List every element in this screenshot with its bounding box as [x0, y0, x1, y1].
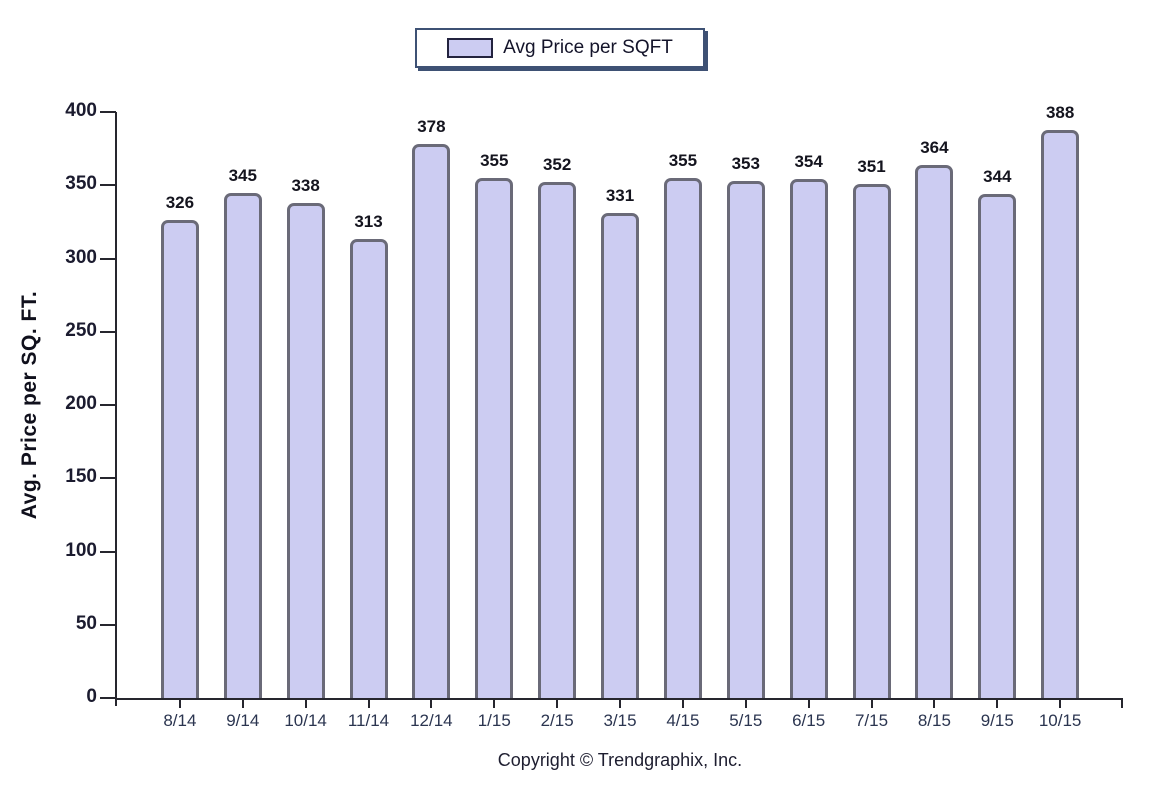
x-tick-label-9/14: 9/14 — [226, 711, 260, 730]
x-tick-label-10/14: 10/14 — [284, 711, 327, 730]
x-tick-8/14 — [178, 700, 181, 708]
legend: Avg Price per SQFT — [415, 28, 705, 68]
y-tick-100 — [100, 550, 116, 553]
x-tick-10/15 — [1059, 700, 1062, 708]
y-tick-label-100: 100 — [65, 539, 97, 561]
bar-5/15 — [726, 181, 765, 698]
x-tick-label-5/15: 5/15 — [729, 711, 763, 730]
x-tick-label-11/14: 11/14 — [347, 711, 390, 730]
y-tick-250 — [100, 330, 116, 333]
y-tick-150 — [100, 477, 116, 480]
x-tick-label-7/15: 7/15 — [854, 711, 889, 730]
y-axis-line — [115, 112, 117, 706]
x-tick-12/14 — [430, 700, 433, 708]
x-tick-label-4/15: 4/15 — [666, 711, 700, 730]
x-tick-label-2/15: 2/15 — [540, 711, 574, 730]
bar-value-label: 354 — [794, 152, 823, 171]
bar-value-label: 344 — [983, 167, 1012, 186]
bar-value-label: 378 — [417, 117, 446, 136]
bar-value-label: 313 — [354, 212, 383, 231]
bar-value-label: 338 — [291, 176, 320, 195]
y-tick-50 — [100, 623, 116, 626]
x-tick-9/14 — [241, 700, 244, 708]
bar-value-label: 353 — [731, 154, 760, 173]
x-tick-6/15 — [807, 700, 810, 708]
bar-10/14 — [286, 203, 325, 698]
bar-8/15 — [915, 165, 954, 698]
x-tick-label-1/15: 1/15 — [477, 711, 511, 730]
bar-value-label: 355 — [668, 151, 698, 170]
y-tick-label-0: 0 — [86, 686, 97, 707]
bar-value-label: 352 — [542, 155, 572, 174]
y-tick-label-250: 250 — [65, 319, 97, 341]
bar-4/15 — [663, 178, 702, 698]
bar-11/14 — [349, 239, 388, 698]
x-tick-11/14 — [367, 700, 370, 708]
bar-9/15 — [978, 194, 1017, 698]
x-tick-label-10/15: 10/15 — [1038, 711, 1082, 730]
y-axis-title: Avg. Price per SQ. FT. — [18, 290, 41, 520]
bar-7/15 — [852, 184, 891, 698]
legend-label: Avg Price per SQFT — [503, 37, 673, 58]
x-tick-1/15 — [493, 700, 496, 708]
bar-10/15 — [1041, 130, 1080, 698]
y-tick-label-400: 400 — [65, 100, 97, 121]
bar-12/14 — [412, 144, 451, 698]
bar-value-label: 364 — [920, 138, 949, 157]
y-tick-350 — [100, 184, 116, 187]
x-tick-label-3/15: 3/15 — [603, 711, 637, 730]
bar-value-label: 388 — [1045, 103, 1075, 122]
x-tick-8/15 — [933, 700, 936, 708]
bar-6/15 — [789, 179, 828, 698]
bar-value-label: 331 — [605, 186, 635, 205]
bar-value-label: 345 — [228, 166, 257, 185]
y-tick-label-300: 300 — [65, 246, 97, 268]
x-tick-2/15 — [556, 700, 559, 708]
bar-2/15 — [538, 182, 577, 698]
bar-value-label: 326 — [165, 193, 195, 212]
y-tick-300 — [100, 257, 116, 260]
bar-9/14 — [223, 193, 262, 698]
y-tick-200 — [100, 404, 116, 406]
y-tick-label-150: 150 — [65, 466, 97, 488]
bar-3/15 — [601, 213, 639, 698]
x-tick-4/15 — [681, 700, 684, 708]
y-tick-label-350: 350 — [65, 173, 97, 195]
y-tick-label-50: 50 — [75, 612, 97, 634]
x-tick-7/15 — [870, 700, 873, 708]
x-tick-9/15 — [996, 700, 999, 708]
y-tick-label-200: 200 — [65, 393, 97, 414]
x-tick-5/15 — [744, 700, 747, 708]
legend-swatch-icon — [447, 38, 494, 58]
bar-1/15 — [475, 178, 514, 698]
x-tick-10/14 — [304, 700, 307, 708]
x-tick-label-8/14: 8/14 — [163, 711, 197, 730]
y-tick-0 — [100, 697, 116, 699]
x-tick-label-9/15: 9/15 — [980, 711, 1014, 730]
bar-8/14 — [160, 220, 199, 698]
bar-value-label: 355 — [480, 151, 509, 170]
y-tick-400 — [100, 111, 116, 113]
x-axis-line — [117, 698, 1123, 700]
x-tick-label-8/15: 8/15 — [917, 711, 951, 730]
x-tick-label-6/15: 6/15 — [792, 711, 826, 730]
bar-value-label: 351 — [857, 157, 886, 176]
copyright-text: Copyright © Trendgraphix, Inc. — [497, 750, 743, 770]
x-axis-end-tick — [1121, 698, 1123, 708]
x-tick-3/15 — [619, 700, 621, 708]
x-tick-label-12/14: 12/14 — [410, 711, 453, 730]
